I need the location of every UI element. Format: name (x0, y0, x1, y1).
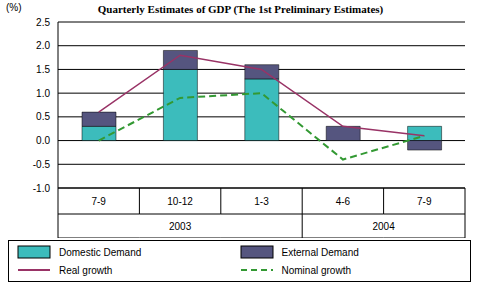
html-text:Quarterly Estimates of GDP (Th: Quarterly Estimates of GDP (The 1st Prel… (97, 3, 384, 15)
svg-text:0.5: 0.5 (36, 111, 50, 122)
svg-text:1-3: 1-3 (254, 196, 269, 207)
html-text:External Demand: External Demand (281, 246, 359, 258)
svg-text:4-6: 4-6 (336, 196, 351, 207)
html-text:Domestic Demand: Domestic Demand (59, 246, 142, 258)
html-text:Nominal growth: Nominal growth (281, 264, 351, 276)
svg-text:0.0: 0.0 (36, 135, 50, 146)
svg-text:7-9: 7-9 (417, 196, 432, 207)
svg-text:1.0: 1.0 (36, 88, 50, 99)
svg-text:10-12: 10-12 (167, 196, 193, 207)
svg-text:-0.5: -0.5 (33, 159, 51, 170)
html-text:Real growth: Real growth (59, 264, 113, 276)
svg-text:2004: 2004 (372, 221, 395, 232)
svg-text:2003: 2003 (169, 221, 192, 232)
svg-text:1.5: 1.5 (36, 64, 50, 75)
svg-text:7-9: 7-9 (91, 196, 106, 207)
svg-text:2.5: 2.5 (36, 17, 50, 28)
svg-text:-1.0: -1.0 (33, 183, 51, 194)
svg-text:2.0: 2.0 (36, 40, 50, 51)
